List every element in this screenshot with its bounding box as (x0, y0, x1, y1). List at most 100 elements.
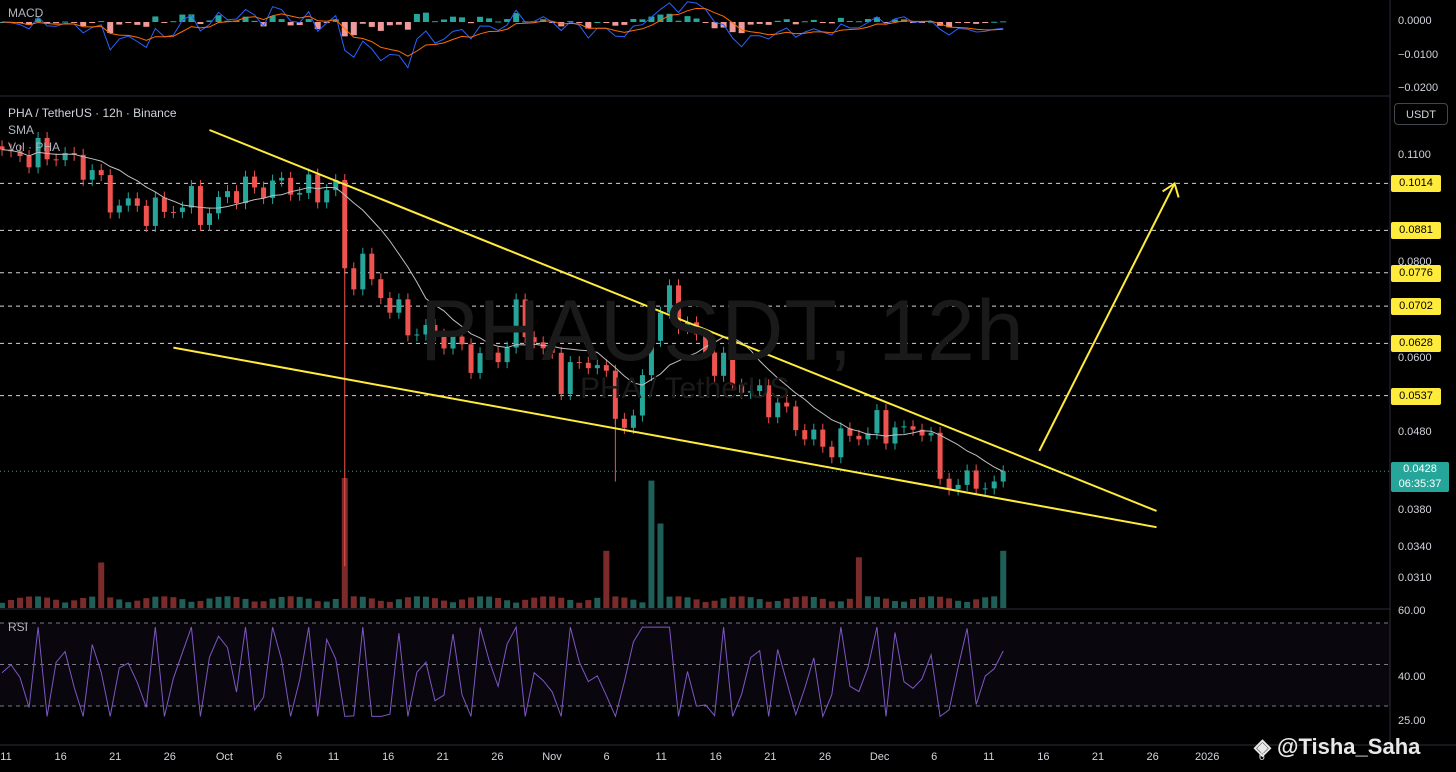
macd-histogram-bar (26, 22, 33, 25)
candle-body (125, 198, 131, 206)
pair-watermark: PHA / TetherUS (580, 372, 790, 405)
macd-histogram-bar (765, 22, 772, 25)
lower-trendline (173, 346, 1157, 529)
volume-bar (188, 601, 195, 608)
volume-bar (170, 597, 177, 608)
candle-body (161, 197, 167, 212)
volume-bar (179, 599, 186, 608)
macd-histogram-bar (882, 22, 889, 23)
current-price-badge: 0.0428 06:35:37 (1391, 462, 1449, 493)
candle-body (856, 435, 862, 440)
volume-bar (765, 601, 772, 608)
volume-bar (278, 596, 285, 608)
candle-body (567, 362, 573, 394)
time-tick: 21 (436, 751, 449, 763)
candle-body (928, 432, 934, 436)
candle-body (89, 170, 95, 180)
volume-bar (314, 601, 321, 608)
macd-histogram-bar (450, 16, 456, 22)
macd-histogram-bar (35, 18, 42, 22)
volume-bar (648, 480, 655, 608)
volume-bar (80, 597, 87, 608)
candle-body (676, 285, 681, 329)
macd-tick: 0.0000 (1398, 15, 1432, 27)
volume-bar (44, 597, 51, 608)
candle-body (549, 348, 555, 353)
macd-histogram-bar (928, 21, 935, 23)
volume-bar (440, 600, 447, 608)
rsi-tick: 25.00 (1398, 715, 1426, 727)
candle-body (982, 488, 988, 490)
candle-body (297, 192, 303, 195)
unit-button[interactable]: USDT (1394, 103, 1448, 125)
macd-histogram-bar (62, 21, 69, 23)
candle-body (784, 402, 790, 407)
candle-body (62, 152, 68, 161)
volume-bar (215, 596, 222, 608)
time-tick: 16 (1037, 751, 1050, 763)
key-level-label: 0.0702 (1391, 298, 1441, 316)
candle-body (423, 324, 429, 335)
volume-bar (783, 598, 790, 608)
macd-histogram-bar (386, 22, 393, 26)
macd-histogram-bar (946, 22, 953, 28)
macd-histogram-bar (44, 22, 51, 24)
time-tick: 11 (655, 751, 667, 763)
rsi-label: RSI (8, 620, 29, 634)
volume-bar (450, 602, 456, 608)
current-price-value: 0.0428 (1403, 463, 1437, 476)
time-tick: 16 (709, 751, 722, 763)
macd-histogram-bar (783, 19, 790, 22)
macd-histogram-bar (738, 22, 745, 34)
candle-body (639, 375, 645, 416)
volume-bar (675, 596, 682, 608)
candle-body (630, 415, 636, 428)
macd-tick: −0.0200 (1398, 82, 1439, 94)
candle-body (243, 176, 249, 204)
volume-bar (98, 562, 105, 608)
macd-histogram-bar (404, 22, 411, 30)
candle-body (360, 253, 366, 290)
candle-body (143, 205, 149, 226)
candle-body (694, 322, 700, 335)
volume-bar (919, 597, 926, 608)
volume-bar (738, 596, 745, 608)
key-level-label: 0.0776 (1391, 264, 1441, 282)
sma-label[interactable]: SMA (8, 123, 35, 137)
volume-bar (413, 596, 420, 608)
macd-histogram-bar (116, 22, 123, 25)
volume-bar (152, 596, 159, 608)
macd-signal-line (1, 7, 1004, 57)
candle-body (955, 484, 961, 490)
macd-histogram-bar (603, 22, 610, 23)
volume-label[interactable]: Vol · PHA (8, 140, 61, 154)
macd-histogram-bar (134, 22, 141, 25)
volume-bar (567, 599, 574, 608)
volume-bar (323, 601, 330, 608)
candle-body (170, 211, 176, 213)
candle-body (306, 174, 312, 193)
candle-body (703, 334, 709, 353)
volume-bar (422, 596, 429, 608)
candle-body (576, 362, 582, 364)
macd-histogram-bar (982, 22, 989, 24)
candle-body (0, 146, 5, 150)
volume-bar (486, 596, 493, 608)
volume-bar (810, 597, 817, 608)
price-tick: 0.0310 (1398, 571, 1432, 584)
volume-bar (684, 597, 691, 608)
macd-histogram-bar (422, 12, 429, 22)
symbol-title[interactable]: PHA / TetherUS · 12h · Binance (8, 106, 177, 120)
projection-arrow (1038, 182, 1176, 452)
volume-bar (513, 602, 520, 608)
volume-bar (891, 601, 898, 608)
volume-bar (946, 598, 953, 608)
macd-histogram-bar (495, 21, 502, 23)
volume-bar (585, 600, 592, 608)
volume-bar (71, 600, 78, 608)
candle-body (522, 299, 528, 338)
macd-histogram-bar (756, 22, 763, 24)
volume-bar (431, 598, 438, 608)
macd-histogram-bar (215, 15, 222, 22)
